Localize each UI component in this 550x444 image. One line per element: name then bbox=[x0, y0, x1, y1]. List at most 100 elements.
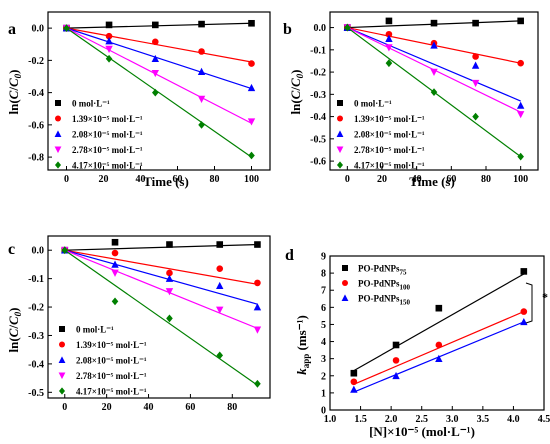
y-tick-label-c-4: -0.4 bbox=[28, 359, 44, 370]
y-label-b-sub: 0 bbox=[295, 73, 305, 78]
x-tick-label-b-5: 100 bbox=[513, 174, 528, 185]
y-label-a-slash: / bbox=[6, 87, 21, 92]
data-point-b-4-0 bbox=[344, 23, 351, 32]
axes-a: 0 20 40 60 80 100 0.0 -0.2 -0.4 -0.6 -0.8 bbox=[28, 11, 271, 185]
y-axis-label-d: kapp (ms⁻¹) bbox=[294, 315, 311, 375]
legend-marker-a-2 bbox=[54, 130, 62, 137]
data-point-c-2-3 bbox=[216, 281, 224, 290]
significance-star: * bbox=[542, 290, 548, 304]
data-point-a-3-3 bbox=[197, 95, 206, 103]
data-point-a-3-2 bbox=[151, 69, 159, 78]
y-tick-label-a-0: 0.0 bbox=[32, 24, 45, 35]
y-label-d-units: (ms⁻¹) bbox=[294, 315, 309, 354]
legend-c: 0 mol·L⁻¹ 1.39×10⁻⁵ mol·L⁻¹ 2.08×10⁻⁵ mol·… bbox=[58, 325, 147, 397]
legend-b: 0 mol·L⁻¹ 1.39×10⁻⁵ mol·L⁻¹ 2.08×10⁻⁵ mol·… bbox=[336, 99, 425, 171]
data-point-c-4-3 bbox=[216, 351, 224, 360]
panel-letter-c: c bbox=[8, 241, 15, 258]
y-tick-label-d-7: 7 bbox=[321, 286, 326, 297]
y-tick-label-c-0: 0.0 bbox=[32, 246, 45, 257]
legend-marker-b-0 bbox=[337, 100, 343, 106]
data-point-a-4-4 bbox=[248, 151, 255, 160]
data-point-a-3-1 bbox=[105, 45, 113, 53]
fit-line-a-2 bbox=[66, 27, 252, 90]
y-tick-label-d-2: 2 bbox=[321, 371, 326, 382]
data-point-c-0-1 bbox=[111, 238, 119, 246]
legend-marker-b-1 bbox=[337, 115, 343, 122]
data-point-d-0-3 bbox=[520, 268, 528, 275]
data-point-a-4-1 bbox=[105, 54, 113, 63]
y-tick-label-c-3: -0.3 bbox=[28, 331, 44, 342]
data-point-a-1-3 bbox=[198, 48, 205, 55]
y-label-d-k: k bbox=[294, 368, 309, 375]
data-point-c-1-1 bbox=[111, 249, 119, 257]
legend-label-b-2: 2.08×10⁻⁵ mol·L⁻¹ bbox=[354, 130, 425, 140]
data-point-a-1-4 bbox=[248, 60, 255, 67]
legend-marker-d-2 bbox=[341, 294, 349, 301]
y-tick-label-a-3: -0.6 bbox=[28, 120, 44, 131]
panel-d: d 1.0 1.5 2.0 2.5 3.0 3.5 4.0 4.5 0 1 2 3 4 5 6 7 8 9 PO-… bbox=[285, 247, 550, 439]
data-point-d-2-1 bbox=[392, 371, 400, 380]
y-tick-label-a-1: -0.2 bbox=[28, 56, 44, 67]
data-point-c-1-2 bbox=[166, 269, 173, 277]
x-tick-label-a-0: 0 bbox=[64, 174, 69, 185]
data-point-b-3-1 bbox=[385, 44, 393, 52]
fit-line-a-3 bbox=[66, 27, 252, 124]
fit-line-a-0 bbox=[66, 22, 252, 29]
data-point-d-1-2 bbox=[435, 341, 443, 349]
data-point-d-2-0 bbox=[350, 385, 358, 393]
y-tick-label-d-0: 0 bbox=[321, 406, 326, 417]
fit-line-c-2 bbox=[64, 249, 258, 305]
y-tick-label-d-9: 9 bbox=[321, 252, 326, 263]
legend-marker-b-3 bbox=[336, 146, 344, 154]
panel-c: c 0 20 40 60 80 0.0 -0.1 -0.2 -0.3 -0.4 -0.5 0 mol… bbox=[6, 235, 271, 413]
data-point-b-2-1 bbox=[385, 34, 393, 43]
data-point-d-1-3 bbox=[520, 308, 528, 315]
data-point-b-4-1 bbox=[385, 59, 393, 68]
data-point-c-2-4 bbox=[253, 303, 262, 311]
y-label-c-c0: C bbox=[6, 316, 21, 325]
x-axis-label-d: [N]×10⁻⁵ (mol·L⁻¹) bbox=[369, 424, 475, 439]
data-point-d-2-3 bbox=[520, 317, 528, 326]
legend-marker-a-0 bbox=[55, 100, 61, 106]
data-point-c-1-3 bbox=[216, 265, 224, 272]
x-tick-label-d-6: 4.0 bbox=[507, 414, 520, 425]
legend-marker-c-3 bbox=[58, 372, 66, 380]
x-tick-label-a-1: 20 bbox=[99, 174, 109, 185]
legend-d: PO-PdNPs75 PO-PdNPs100 PO-PdNPs150 bbox=[341, 264, 411, 307]
legend-label-a-3: 2.78×10⁻⁵ mol·L⁻¹ bbox=[72, 145, 143, 155]
data-point-b-2-3 bbox=[471, 61, 480, 69]
fit-line-a-4 bbox=[66, 27, 252, 158]
legend-marker-c-0 bbox=[59, 326, 65, 332]
x-tick-label-a-3: 60 bbox=[173, 174, 183, 185]
y-label-c-slash: / bbox=[6, 325, 21, 330]
x-tick-label-a-2: 40 bbox=[136, 174, 146, 185]
x-tick-label-d-1: 1.5 bbox=[354, 414, 367, 425]
legend-a: 0 mol·L⁻¹ 1.39×10⁻⁵ mol·L⁻¹ 2.08×10⁻⁵ mol·… bbox=[54, 99, 143, 171]
data-point-a-2-2 bbox=[151, 54, 159, 63]
y-tick-label-d-5: 5 bbox=[321, 320, 326, 331]
y-tick-label-b-4: -0.4 bbox=[310, 112, 326, 123]
y-tick-label-d-4: 4 bbox=[321, 337, 326, 348]
legend-marker-a-1 bbox=[55, 115, 61, 122]
x-tick-label-c-3: 60 bbox=[185, 402, 195, 413]
y-tick-label-a-4: -0.8 bbox=[28, 153, 44, 164]
y-label-c-prefix: ln( bbox=[6, 337, 21, 352]
axes-b: 0 20 40 60 80 100 0.0 -0.1 -0.2 -0.3 -0.4 -0.5 -0.6 bbox=[310, 11, 539, 185]
significance-bracket bbox=[525, 282, 533, 324]
y-tick-label-d-6: 6 bbox=[321, 303, 326, 314]
data-point-b-0-2 bbox=[430, 19, 438, 27]
legend-marker-a-4 bbox=[55, 161, 61, 169]
x-tick-label-d-4: 3.0 bbox=[446, 414, 459, 425]
y-tick-label-d-8: 8 bbox=[321, 269, 326, 280]
legend-label-b-1: 1.39×10⁻⁵ mol·L⁻¹ bbox=[354, 114, 425, 124]
data-point-b-2-4 bbox=[516, 101, 525, 109]
y-label-a-c: C bbox=[6, 90, 21, 99]
data-point-c-3-2 bbox=[165, 288, 174, 296]
data-point-c-2-1 bbox=[111, 260, 119, 268]
x-tick-label-b-3: 60 bbox=[446, 174, 456, 185]
plot-frame-a bbox=[47, 11, 271, 171]
y-label-c-c: C bbox=[6, 328, 21, 337]
y-tick-label-c-5: -0.5 bbox=[28, 388, 44, 399]
data-point-c-1-4 bbox=[254, 279, 261, 287]
y-label-a-sub: 0 bbox=[13, 73, 23, 78]
